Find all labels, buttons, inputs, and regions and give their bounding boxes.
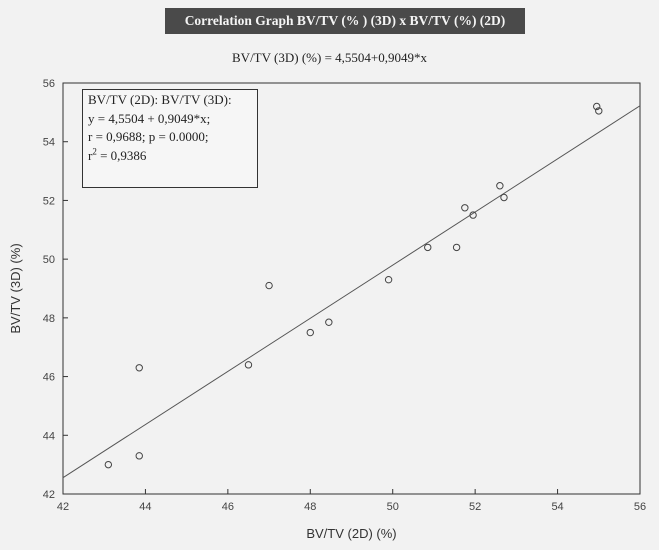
x-tick-label: 54 (551, 501, 563, 513)
plot-area (62, 82, 641, 495)
data-point (461, 204, 469, 212)
data-point (452, 243, 461, 252)
stats-r-squared: r2 = 0,9386 (88, 147, 252, 166)
x-tick-label: 44 (139, 501, 151, 513)
regression-equation: BV/TV (3D) (%) = 4,5504+0,9049*x (232, 50, 427, 65)
axis-ticks: 42 44 46 48 50 52 54 56 42 44 46 48 50 52 54 56 (43, 78, 646, 513)
data-point (469, 211, 477, 219)
data-point (244, 361, 253, 369)
data-point (496, 182, 504, 190)
data-point (384, 275, 393, 284)
data-point (265, 281, 273, 290)
y-tick-label: 50 (43, 254, 55, 266)
r-squared-symbol: r (88, 147, 93, 163)
data-point (135, 452, 143, 460)
x-tick-label: 42 (57, 501, 69, 513)
x-tick-label: 48 (304, 501, 316, 513)
y-tick-label: 46 (43, 372, 55, 384)
stats-equation: y = 4,5504 + 0,9049*x; (88, 110, 211, 126)
x-tick-label: 50 (387, 501, 399, 513)
y-axis-label: BV/TV (3D) (%) (8, 243, 23, 333)
y-tick-label: 42 (43, 489, 55, 501)
data-point (595, 107, 603, 115)
r-squared-value: = 0,9386 (96, 147, 147, 163)
y-tick-label: 54 (43, 137, 55, 149)
stats-variables: BV/TV (2D): BV/TV (3D): (88, 92, 232, 107)
data-point (325, 318, 333, 326)
chart-title: Correlation Graph BV/TV (% ) (3D) x BV/T… (165, 8, 525, 34)
data-point (500, 193, 508, 202)
data-point (135, 364, 143, 372)
stats-correlation: r = 0,9688; p = 0.0000; (88, 129, 209, 144)
x-tick-label: 52 (469, 501, 481, 513)
y-tick-label: 56 (43, 78, 55, 90)
regression-stats-box: BV/TV (2D): BV/TV (3D): y = 4,5504 + 0,9… (82, 89, 258, 188)
data-points (104, 102, 603, 469)
regression-line (62, 105, 641, 479)
x-tick-label: 46 (222, 501, 234, 513)
y-tick-label: 44 (43, 430, 55, 442)
y-tick-label: 52 (43, 195, 55, 207)
x-axis-label: BV/TV (2D) (%) (306, 526, 396, 541)
x-tick-label: 56 (634, 501, 646, 513)
data-point (424, 243, 432, 252)
r-squared-exponent: 2 (92, 146, 97, 157)
data-point (593, 102, 601, 111)
y-tick-label: 48 (43, 313, 55, 325)
data-point (104, 460, 113, 469)
data-point (306, 328, 314, 337)
